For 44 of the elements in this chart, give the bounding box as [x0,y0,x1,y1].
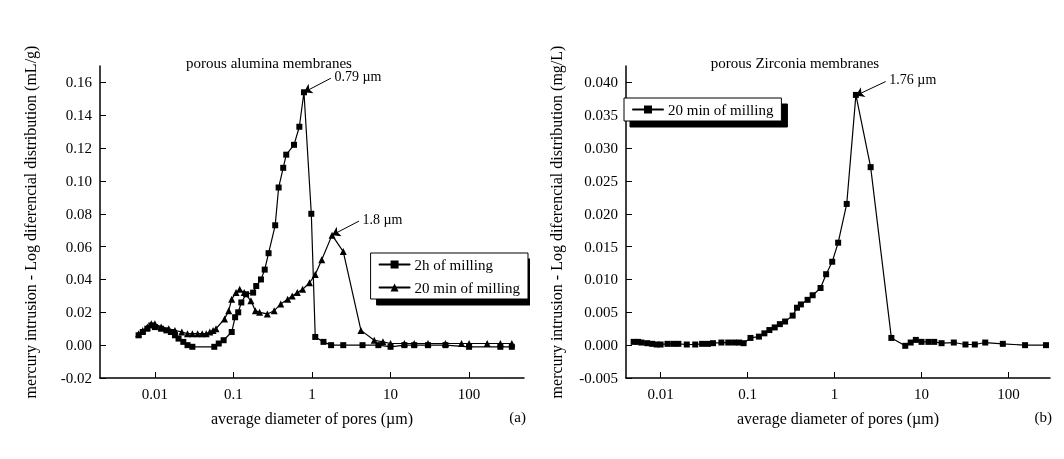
y-tick-label: 0.030 [584,140,618,157]
x-tick-label: 100 [457,385,481,402]
chart-title: porous Zirconia membranes [710,54,880,71]
y-tick-label: 0.04 [65,271,93,288]
x-axis-title: average diameter of pores (µm) [736,409,940,428]
x-tick-label: 100 [997,385,1020,402]
text: (a) [509,408,527,426]
y-tick-label: 0.12 [65,140,92,157]
x-axis-title: average diameter of pores (µm) [210,409,414,428]
y-tick-label: 0.020 [584,205,618,222]
y-axis-title: mercury intrusion - Log diferencial distribution (mL/g) [21,45,40,399]
legend-label: 2h of milling [414,256,494,273]
x-tick-label: 10 [914,385,930,402]
x-tick-label: 0.1 [224,385,243,402]
y-tick-label: 0.06 [65,238,93,255]
y-axis-title: mercury intrusion - Log diferencial distribution (mg/L) [547,45,566,399]
y-tick-label: 0.16 [65,74,93,91]
x-tick-label: 10 [383,385,399,402]
x-tick-label: 0.1 [738,385,757,402]
y-tick-label: 0.005 [584,304,618,321]
y-tick-label: 0.015 [584,238,618,255]
x-tick-label: 1 [830,385,839,402]
y-tick-label: 0.10 [65,172,92,189]
annotation: 1.76 µm [889,72,937,88]
y-tick-label: 0.02 [65,304,92,321]
x-tick-label: 0.01 [141,385,169,402]
y-tick-label: 0.010 [584,271,618,288]
y-tick-label: 0.025 [584,172,618,189]
x-tick-label: 0.01 [647,385,674,402]
chart-title: porous alumina membranes [186,54,353,71]
legend-label: 20 min of milling [668,101,774,118]
x-tick-label: 1 [308,385,316,402]
annotation: 0.79 µm [334,68,382,84]
y-tick-label: 0.14 [65,107,93,124]
y-tick-label: -0.02 [60,370,92,386]
y-tick-label: 0.040 [584,74,618,91]
legend-label: 20 min of milling [414,279,521,296]
y-tick-label: 0.035 [584,107,618,124]
text: (b) [1034,408,1053,426]
y-tick-label: 0.00 [65,337,92,354]
y-tick-label: 0.000 [584,337,618,354]
y-tick-label: -0.005 [579,370,618,386]
annotation: 1.8 µm [362,211,403,227]
y-tick-label: 0.08 [65,205,92,222]
